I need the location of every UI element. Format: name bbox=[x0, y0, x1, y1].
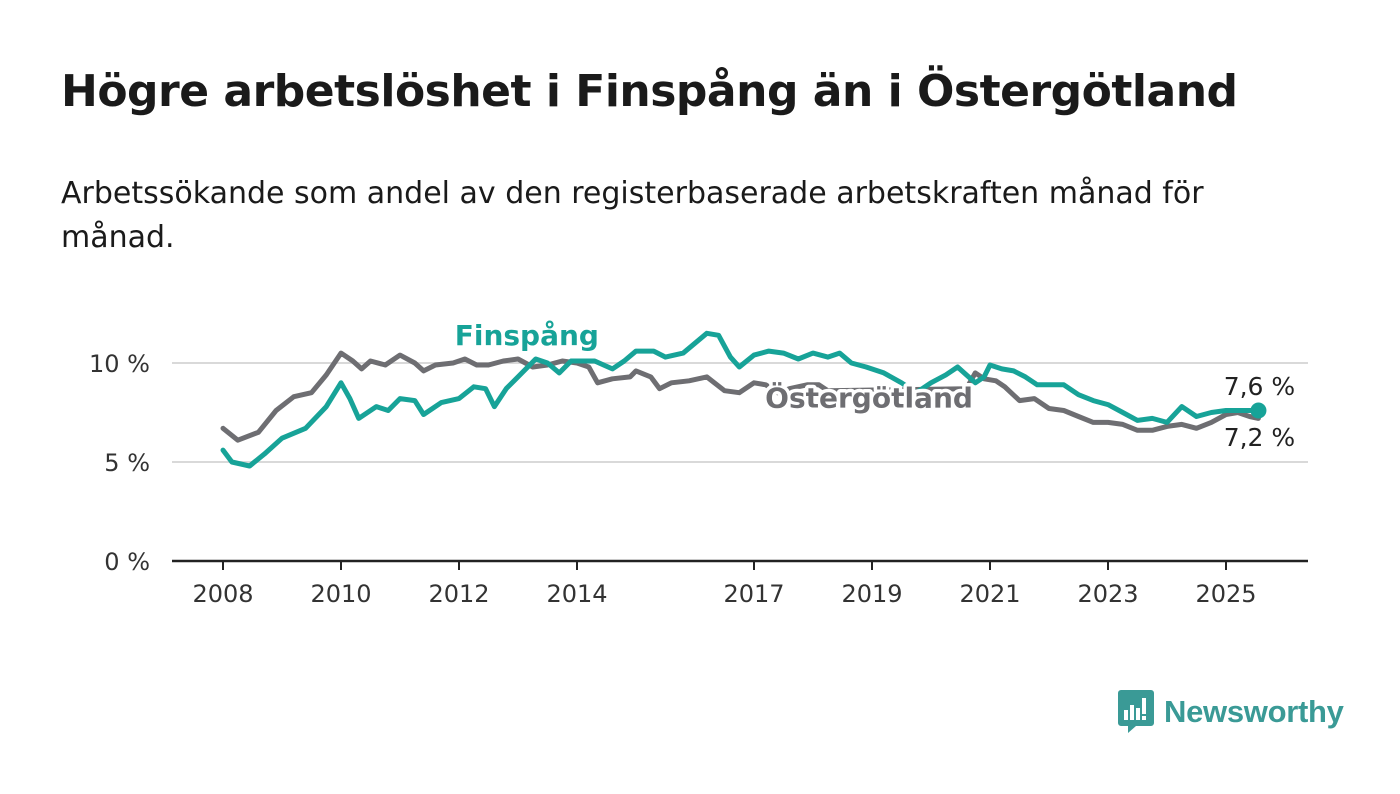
x-tick-label: 2014 bbox=[546, 580, 607, 608]
end-value-label: 7,6 % bbox=[1224, 372, 1295, 401]
series-label: Östergötland bbox=[765, 381, 973, 415]
chart-subtitle: Arbetssökande som andel av den registerb… bbox=[61, 176, 1204, 255]
endpoint-marker bbox=[1250, 402, 1267, 419]
newsworthy-brand: Newsworthy bbox=[1118, 690, 1344, 734]
brand-name: Newsworthy bbox=[1164, 694, 1344, 729]
y-tick-label: 10 % bbox=[89, 350, 150, 378]
x-tick-label: 2012 bbox=[428, 580, 489, 608]
x-tick-label: 2010 bbox=[310, 580, 371, 608]
x-tick-label: 2017 bbox=[723, 580, 784, 608]
y-tick-label: 5 % bbox=[104, 449, 150, 477]
series-line-stergtland bbox=[220, 350, 1261, 443]
bar-chart-logo-icon bbox=[1118, 690, 1154, 733]
y-tick-label: 0 % bbox=[104, 548, 150, 576]
x-tick-label: 2021 bbox=[959, 580, 1020, 608]
end-value-label: 7,2 % bbox=[1224, 423, 1295, 452]
series-label: Finspång bbox=[455, 319, 599, 352]
chart-title: Högre arbetslöshet i Finspång än i Öster… bbox=[61, 66, 1238, 117]
series-line-finspng bbox=[220, 330, 1261, 469]
x-tick-label: 2025 bbox=[1195, 580, 1256, 608]
x-tick-label: 2023 bbox=[1077, 580, 1138, 608]
x-tick-label: 2019 bbox=[841, 580, 902, 608]
x-tick-label: 2008 bbox=[192, 580, 253, 608]
